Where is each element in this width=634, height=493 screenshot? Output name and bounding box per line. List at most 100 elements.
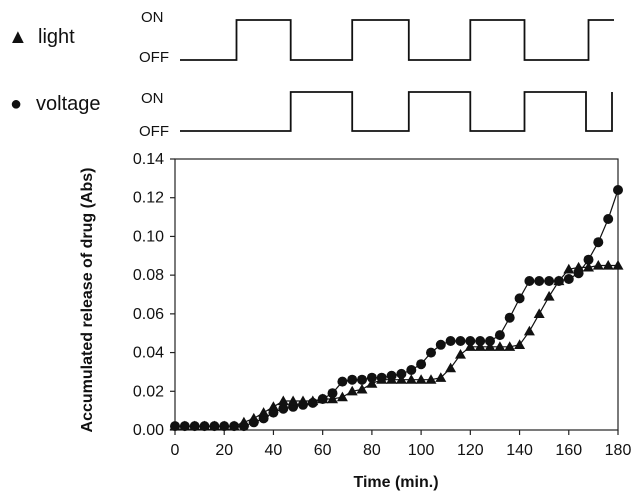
data-point-light [297, 395, 309, 406]
data-point-voltage [445, 336, 456, 346]
data-point-light [592, 260, 604, 270]
data-point-light [455, 349, 466, 359]
data-point-light [248, 412, 260, 423]
data-point-voltage [475, 336, 486, 346]
data-point-voltage [406, 365, 417, 375]
data-point-voltage [396, 368, 407, 379]
data-point-voltage [504, 312, 515, 323]
x-tick-label: 120 [457, 442, 484, 459]
data-point-light [484, 341, 496, 351]
plot-frame [174, 158, 619, 431]
data-point-light [563, 263, 575, 274]
data-point-voltage [327, 388, 338, 399]
series-line-voltage [175, 189, 619, 427]
x-tick-label: 160 [555, 442, 582, 459]
data-point-light [376, 374, 388, 384]
data-point-voltage [465, 336, 476, 346]
data-point-voltage [603, 214, 614, 224]
signal-legend-light: ▲ light ON OFF [8, 9, 169, 66]
data-point-light [218, 420, 230, 431]
data-point-light [415, 374, 427, 384]
x-tick-label: 140 [506, 442, 533, 459]
series-light [169, 260, 624, 431]
data-point-voltage [485, 336, 495, 346]
light-on-label: ON [141, 9, 164, 26]
x-tick-label: 80 [363, 442, 381, 459]
data-point-light [346, 385, 358, 396]
data-point-voltage [426, 347, 436, 358]
light-label: light [38, 26, 75, 48]
y-tick-label: 0.02 [133, 383, 164, 400]
data-point-voltage [455, 336, 466, 346]
data-point-light [317, 393, 329, 404]
y-tick-label: 0.12 [133, 190, 164, 207]
data-point-light [543, 290, 555, 301]
data-point-light [277, 395, 289, 406]
voltage-label: voltage [36, 93, 101, 115]
y-tick-label: 0.14 [133, 151, 164, 168]
data-point-light [612, 260, 624, 270]
data-point-light [386, 374, 398, 384]
data-point-light [464, 341, 476, 351]
data-point-voltage [583, 254, 594, 265]
data-point-light [405, 374, 417, 384]
data-point-voltage [357, 374, 367, 385]
data-point-voltage [563, 274, 574, 284]
data-point-light [238, 416, 250, 427]
data-point-light [425, 374, 437, 384]
data-point-light [258, 407, 270, 417]
data-point-light [523, 325, 535, 336]
x-tick-label: 0 [171, 442, 180, 459]
data-point-voltage [593, 237, 604, 248]
light-off-label: OFF [139, 49, 169, 66]
x-tick-label: 180 [605, 442, 632, 459]
data-point-voltage [278, 403, 289, 414]
y-tick-label: 0.10 [133, 228, 164, 245]
data-point-light [435, 372, 447, 382]
data-point-voltage [534, 276, 545, 286]
data-point-light [573, 261, 585, 272]
data-point-light [583, 261, 594, 272]
y-axis-title: Accumulated release of drug (Abs) [79, 168, 96, 433]
light-square-wave [180, 19, 614, 61]
x-tick-label: 100 [408, 442, 435, 459]
data-point-voltage [347, 374, 358, 385]
voltage-symbol: ● [10, 93, 22, 115]
data-point-light [514, 339, 526, 349]
data-point-voltage [613, 185, 623, 195]
data-point-light [179, 420, 191, 431]
data-point-voltage [544, 276, 555, 286]
data-point-light [267, 401, 279, 411]
data-point-voltage [416, 359, 427, 370]
data-point-light [504, 341, 516, 351]
y-tick-label: 0.06 [133, 306, 164, 323]
data-point-light [445, 362, 457, 373]
data-point-light [553, 275, 565, 286]
data-point-light [189, 420, 201, 431]
x-tick-label: 60 [314, 442, 332, 459]
light-symbol: ▲ [8, 26, 28, 48]
y-tick-label: 0.08 [133, 267, 164, 284]
data-point-voltage [337, 376, 348, 387]
x-axis-title: Time (min.) [353, 474, 438, 491]
data-point-light [533, 308, 545, 318]
y-tick-label: 0.00 [133, 422, 164, 439]
data-point-light [228, 420, 240, 431]
voltage-off-label: OFF [139, 123, 169, 140]
x-tick-label: 20 [215, 442, 233, 459]
data-point-voltage [524, 276, 535, 286]
signal-legend-voltage: ● voltage ON OFF [10, 90, 169, 140]
data-point-voltage [494, 330, 505, 341]
data-point-light [199, 420, 210, 431]
data-point-voltage [514, 293, 525, 304]
voltage-square-wave [180, 91, 613, 132]
data-point-light [169, 420, 181, 431]
x-axis-ticks: 0 20 40 60 80 100 120 140 160 180 [171, 430, 632, 459]
data-point-light [336, 391, 348, 402]
data-point-light [494, 341, 506, 351]
data-point-voltage [435, 339, 446, 350]
data-point-voltage [366, 372, 377, 383]
y-axis-ticks: 0.00 0.02 0.04 0.06 0.08 0.10 0.12 0.14 [133, 151, 175, 439]
data-point-light [366, 378, 378, 388]
